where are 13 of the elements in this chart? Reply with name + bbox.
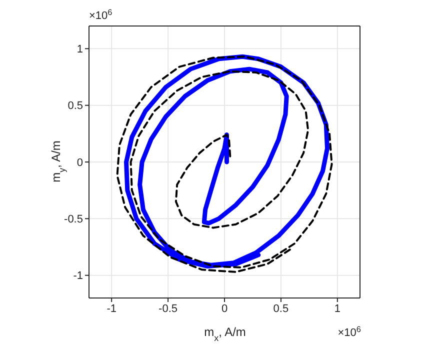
x-tick-label: 1 — [334, 302, 340, 315]
x-axis-title: m$_{x}$, A/m — [204, 325, 246, 343]
y-tick-label: 0 — [76, 156, 83, 169]
y-tick-label: -0.5 — [64, 214, 83, 226]
x-tick-label: 0.5 — [273, 302, 289, 315]
text: ×10$^{6}$ — [89, 8, 113, 22]
y-tick-label: 0.5 — [68, 100, 83, 112]
x-tick-label: -1 — [106, 302, 116, 315]
text: ×10$^{6}$ — [338, 324, 362, 339]
x-tick-label: -0.5 — [158, 302, 178, 315]
x-tick-label: 0 — [221, 302, 228, 315]
y-tick-label: 1 — [76, 44, 83, 56]
y-tick-label: -1 — [73, 270, 83, 282]
